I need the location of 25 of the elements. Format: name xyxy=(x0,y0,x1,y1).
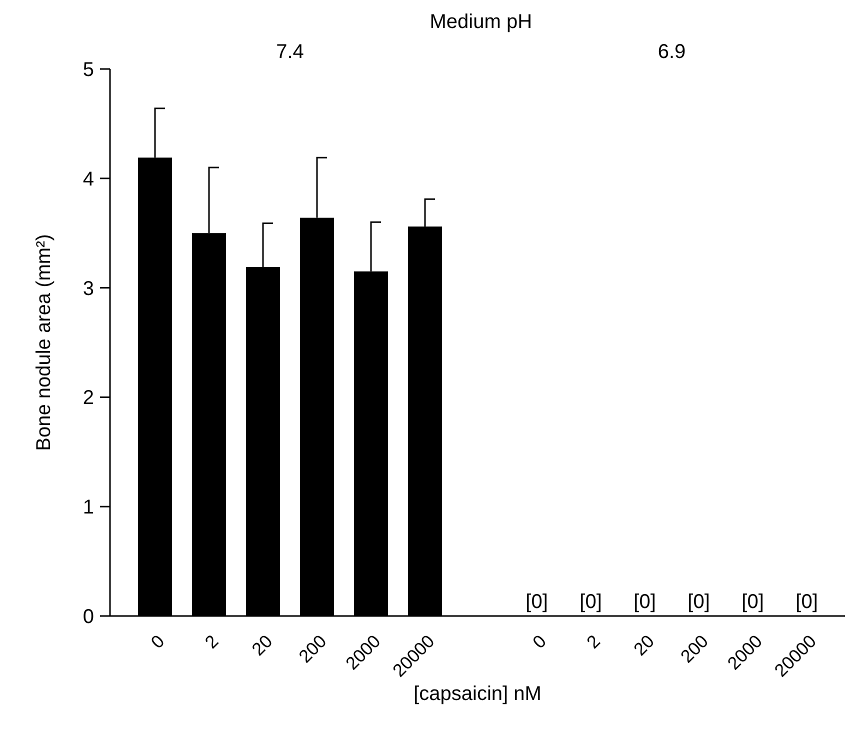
x-tick-label: 200 xyxy=(294,631,330,667)
y-tick-label: 2 xyxy=(82,387,94,410)
x-tick-label: 0 xyxy=(528,631,550,652)
x-tick-label: 20 xyxy=(248,631,276,660)
text: Medium pH xyxy=(430,11,532,33)
data-label: [0] xyxy=(634,591,656,613)
data-label: [0] xyxy=(526,591,548,613)
x-axis-title: [capsaicin] nM xyxy=(414,683,542,705)
x-tick-label: 2 xyxy=(582,631,604,652)
y-tick-label: 1 xyxy=(82,496,94,519)
x-tick-label: 200 xyxy=(676,631,712,667)
y-tick-label: 4 xyxy=(82,168,94,190)
x-tick-label: 20 xyxy=(630,631,658,660)
y-tick-label: 3 xyxy=(82,278,94,300)
y-tick-label: 0 xyxy=(82,606,94,628)
text: 7.4 xyxy=(276,41,304,63)
y-tick-label: 5 xyxy=(82,59,94,81)
data-label: [0] xyxy=(796,591,818,613)
data-label: [0] xyxy=(688,591,710,613)
text: 6.9 xyxy=(658,41,686,63)
data-label: [0] xyxy=(580,591,602,613)
data-label: [0] xyxy=(742,591,764,613)
y-axis-title: Bone nodule area (mm²) xyxy=(33,234,55,451)
x-tick-label: 0 xyxy=(147,631,168,652)
x-tick-label: 2 xyxy=(201,631,222,652)
